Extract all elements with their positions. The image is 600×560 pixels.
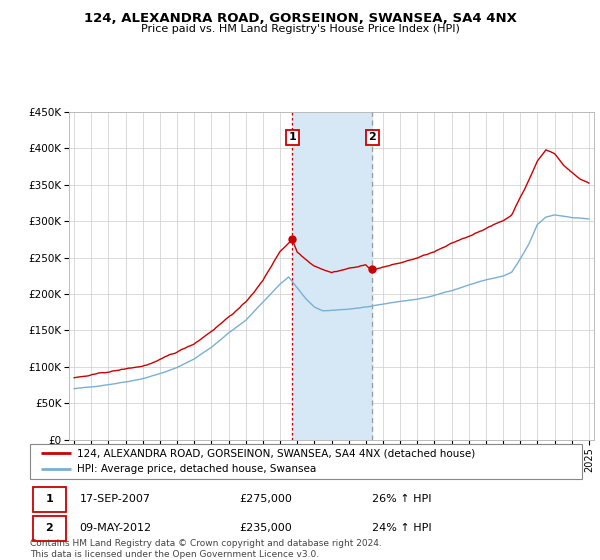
Text: 124, ALEXANDRA ROAD, GORSEINON, SWANSEA, SA4 4NX: 124, ALEXANDRA ROAD, GORSEINON, SWANSEA,… [83, 12, 517, 25]
Text: 124, ALEXANDRA ROAD, GORSEINON, SWANSEA, SA4 4NX (detached house): 124, ALEXANDRA ROAD, GORSEINON, SWANSEA,… [77, 449, 475, 459]
Text: HPI: Average price, detached house, Swansea: HPI: Average price, detached house, Swan… [77, 464, 316, 474]
Bar [33, 516, 66, 540]
Text: 2: 2 [368, 133, 376, 142]
Bar [292, 112, 372, 440]
Text: £275,000: £275,000 [240, 494, 293, 505]
Text: 2: 2 [46, 523, 53, 533]
Text: £235,000: £235,000 [240, 523, 293, 533]
Text: 1: 1 [46, 494, 53, 505]
Text: 09-MAY-2012: 09-MAY-2012 [80, 523, 152, 533]
Text: 1: 1 [289, 133, 296, 142]
Text: 17-SEP-2007: 17-SEP-2007 [80, 494, 151, 505]
Text: Price paid vs. HM Land Registry's House Price Index (HPI): Price paid vs. HM Land Registry's House … [140, 24, 460, 34]
Text: Contains HM Land Registry data © Crown copyright and database right 2024.
This d: Contains HM Land Registry data © Crown c… [30, 539, 382, 559]
Text: 26% ↑ HPI: 26% ↑ HPI [372, 494, 432, 505]
Bar [33, 487, 66, 512]
Text: 24% ↑ HPI: 24% ↑ HPI [372, 523, 432, 533]
